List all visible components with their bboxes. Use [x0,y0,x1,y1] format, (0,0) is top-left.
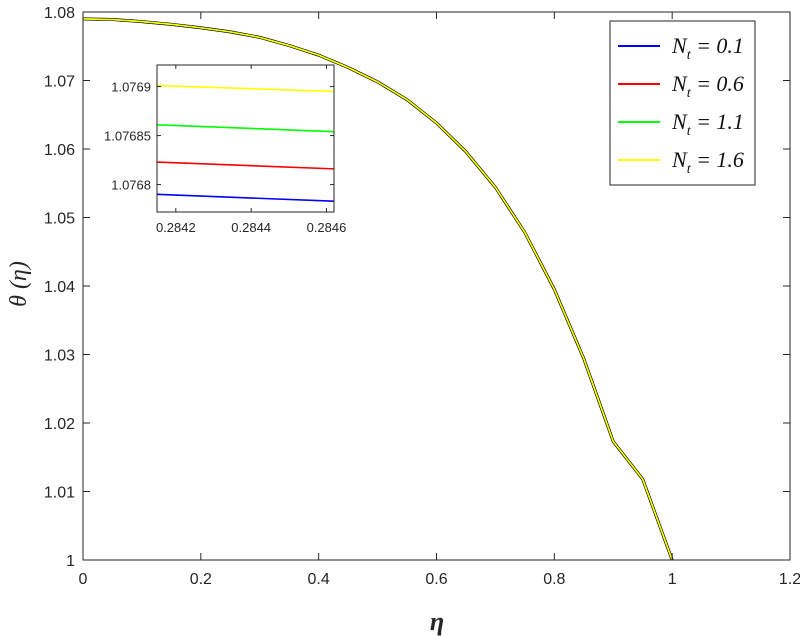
main-series-line-4 [82,18,673,561]
inset-x-tick-label: 0.2846 [307,220,347,235]
y-tick-label: 1 [66,553,75,570]
y-tick-label: 1.03 [44,348,75,365]
x-tick-label: 0 [79,571,88,588]
inset-x-ticks: 0.2842 0.2844 0.2846 [156,65,346,235]
y-tick-label: 1.08 [44,5,75,22]
inset-y-tick-label: 1.0769 [111,80,151,95]
x-tick-label: 1 [668,571,677,588]
inset-y-ticks: 1.0768 1.07685 1.0769 [104,80,334,193]
y-tick-label: 1.07 [44,74,75,91]
inset-x-tick-label: 0.2842 [156,220,196,235]
y-tick-label: 1.06 [44,142,75,159]
inset-lines [156,84,335,203]
y-tick-label: 1.04 [44,279,75,296]
y-axis-label: θ (η) [6,261,32,307]
x-tick-label: 0.4 [308,571,330,588]
inset-y-tick-label: 1.07685 [104,129,151,144]
x-tick-label: 0.8 [543,571,565,588]
inset-series-line-1 [156,193,335,203]
y-axis-ticks: 1 1.01 1.02 1.03 1.04 1.05 1.06 1.07 1.08 [44,5,790,570]
legend-label-2: Nt = 0.6 [671,71,744,101]
y-tick-label: 1.02 [44,416,75,433]
inset-series-line-2 [156,161,335,170]
x-tick-label: 1.2 [779,571,800,588]
x-tick-label: 0.2 [190,571,212,588]
inset-plot: 0.2842 0.2844 0.2846 1.0768 1.07685 1.0769 [104,64,346,235]
legend-label-3: Nt = 1.1 [671,109,744,139]
inset-series-line-4 [156,84,335,93]
x-axis-label: η [430,607,444,636]
legend-label-1: Nt = 0.1 [671,33,744,63]
legend-items: Nt = 0.1 Nt = 0.6 Nt = 1.1 Nt = 1.6 [618,33,744,177]
inset-x-tick-label: 0.2844 [231,220,271,235]
y-tick-label: 1.05 [44,211,75,228]
x-axis-ticks: 0 0.2 0.4 0.6 0.8 1 1.2 [79,12,800,588]
y-tick-label: 1.01 [44,485,75,502]
inset-area [157,65,334,212]
inset-y-tick-label: 1.0768 [111,178,151,193]
legend: Nt = 0.1 Nt = 0.6 Nt = 1.1 Nt = 1.6 [609,20,756,186]
main-curves [82,17,674,561]
inset-frame [156,64,335,213]
inset-series-line-3 [156,123,335,133]
legend-label-4: Nt = 1.6 [671,147,744,177]
x-tick-label: 0.6 [425,571,447,588]
legend-box [609,20,756,186]
